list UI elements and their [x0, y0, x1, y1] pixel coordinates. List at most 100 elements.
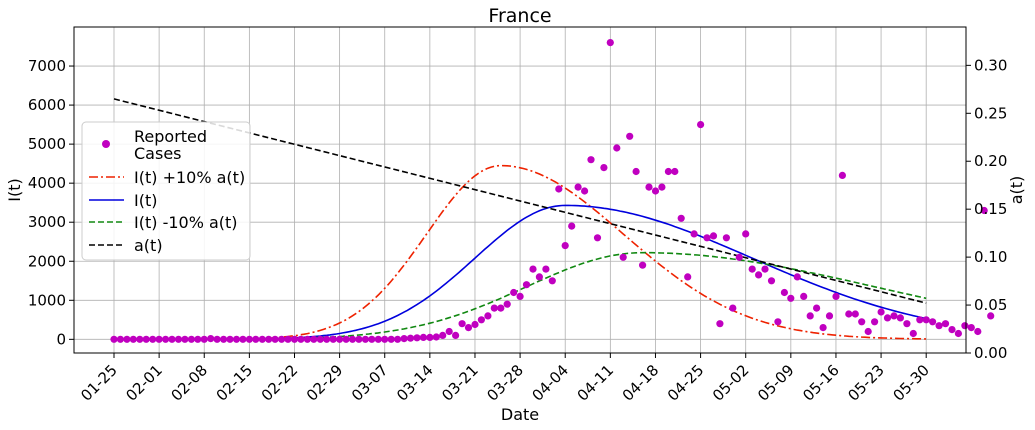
reported-case-point — [239, 335, 247, 343]
reported-case-point — [909, 329, 917, 338]
reported-case-point — [716, 320, 724, 328]
reported-case-point — [303, 335, 311, 343]
reported-case-point — [664, 167, 673, 176]
reported-case-point — [980, 206, 988, 215]
reported-case-point — [426, 333, 434, 341]
reported-case-point — [342, 335, 350, 343]
reported-case-point — [258, 335, 266, 343]
y2-tick-label: 0.20 — [974, 152, 1007, 170]
y2-tick-label: 0.15 — [974, 200, 1007, 218]
reported-case-point — [587, 156, 595, 164]
reported-case-point — [967, 324, 975, 332]
reported-case-point — [793, 273, 801, 281]
reported-case-point — [845, 310, 853, 318]
reported-case-point — [742, 230, 750, 238]
reported-case-point — [110, 335, 118, 343]
reported-case-point — [825, 312, 834, 320]
reported-case-point — [413, 334, 421, 342]
reported-case-point — [555, 185, 563, 193]
y2-tick-label: 0.30 — [974, 56, 1007, 74]
reported-case-point — [368, 335, 376, 343]
reported-case-point — [452, 331, 460, 339]
reported-case-point — [245, 335, 253, 343]
reported-case-point — [252, 335, 260, 343]
reported-case-point — [503, 300, 511, 308]
reported-case-point — [484, 312, 492, 320]
reported-case-point — [200, 335, 208, 343]
reported-case-point — [935, 322, 943, 330]
reported-case-point — [510, 288, 518, 297]
y2-tick-label: 0.25 — [974, 104, 1007, 122]
reported-case-point — [168, 335, 176, 343]
legend-swatch-reported — [102, 140, 110, 148]
reported-case-point — [419, 333, 427, 341]
reported-case-point — [516, 292, 524, 300]
reported-case-point — [174, 335, 183, 343]
reported-case-point — [181, 335, 189, 343]
y2-tick-label: 0.05 — [974, 296, 1007, 314]
reported-case-point — [671, 167, 679, 176]
reported-case-point — [703, 234, 711, 242]
legend-label: I(t) -10% a(t) — [134, 213, 238, 232]
y-axis-right: 0.00 0.05 0.10 0.15 0.20 0.25 0.30 — [966, 56, 1007, 362]
reported-case-point — [142, 335, 150, 343]
reported-case-point — [162, 335, 170, 343]
y-tick-label: 1000 — [28, 291, 66, 309]
reported-case-point — [883, 314, 892, 322]
reported-case-point — [290, 335, 299, 343]
reported-case-point — [767, 277, 776, 285]
reported-case-point — [394, 335, 402, 343]
reported-case-point — [697, 121, 705, 129]
legend-label: I(t) +10% a(t) — [134, 168, 245, 187]
reported-case-point — [316, 335, 324, 343]
reported-case-point — [593, 234, 602, 242]
reported-case-point — [336, 335, 344, 343]
reported-case-point — [574, 183, 582, 191]
reported-case-point — [864, 327, 872, 336]
reported-case-point — [800, 292, 808, 300]
legend-label: Reported — [134, 127, 207, 146]
reported-case-point — [406, 334, 415, 342]
legend-label: a(t) — [134, 236, 163, 255]
reported-case-point — [323, 335, 331, 343]
reported-case-point — [361, 335, 369, 343]
reported-case-point — [458, 320, 466, 328]
reported-case-point — [355, 335, 363, 343]
y-tick-label: 5000 — [28, 135, 66, 153]
y-tick-label: 0 — [56, 330, 66, 348]
y-tick-label: 6000 — [28, 96, 66, 114]
reported-case-point — [651, 187, 660, 195]
y2-tick-label: 0.10 — [974, 248, 1007, 266]
reported-case-point — [974, 327, 982, 336]
reported-case-point — [220, 335, 228, 343]
y-tick-label: 3000 — [28, 213, 66, 231]
reported-case-point — [329, 335, 337, 343]
reported-case-point — [948, 326, 956, 334]
reported-cases-points — [110, 39, 995, 343]
y2-axis-label: a(t) — [1007, 176, 1026, 205]
reported-case-point — [684, 273, 692, 281]
legend-label: Cases — [134, 144, 182, 163]
reported-case-point — [310, 335, 318, 343]
reported-case-point — [748, 265, 756, 273]
reported-case-point — [780, 288, 789, 297]
reported-case-point — [445, 327, 453, 336]
legend-label: I(t) — [134, 191, 157, 210]
reported-case-point — [658, 183, 666, 191]
reported-case-point — [297, 335, 305, 343]
reported-case-point — [626, 132, 634, 140]
reported-case-point — [916, 316, 924, 324]
reported-case-point — [284, 335, 292, 343]
reported-case-point — [568, 222, 576, 230]
reported-case-point — [265, 335, 273, 343]
reported-case-point — [187, 335, 195, 343]
reported-case-point — [729, 304, 737, 312]
reported-case-point — [116, 335, 124, 343]
reported-case-point — [232, 335, 241, 343]
reported-case-point — [613, 144, 621, 152]
reported-case-point — [761, 265, 769, 273]
reported-case-point — [677, 214, 685, 222]
reported-case-point — [639, 261, 647, 269]
reported-case-point — [348, 335, 357, 343]
series-line-plus10 — [114, 164, 927, 341]
